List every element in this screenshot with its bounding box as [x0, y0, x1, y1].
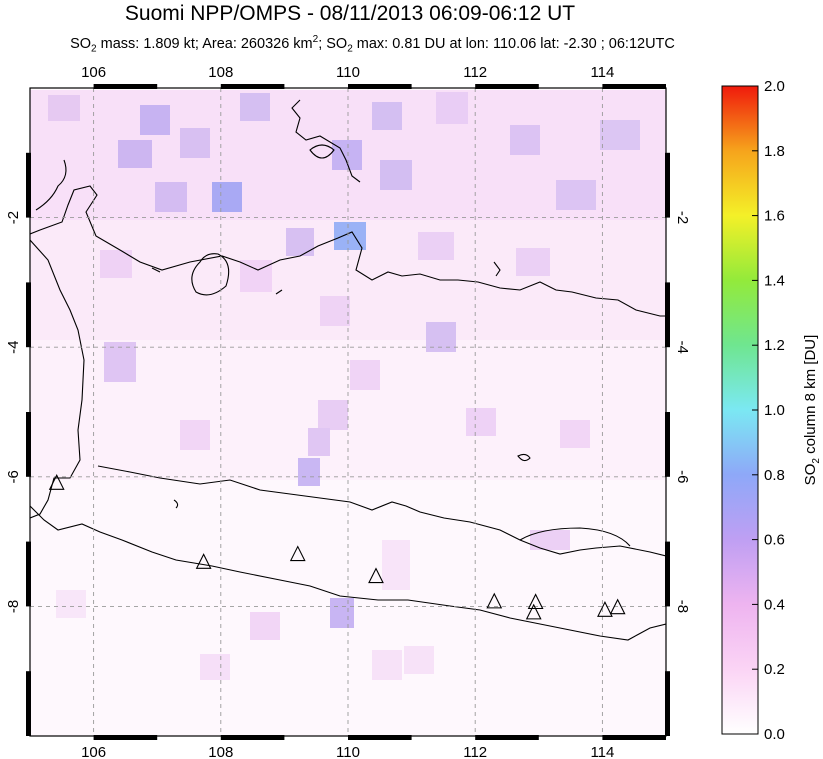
- colorbar-tick-label: 1.4: [764, 272, 785, 289]
- lon-tick-label-top: 112: [463, 64, 487, 81]
- map-title: Suomi NPP/OMPS - 08/11/2013 06:09-06:12 …: [124, 2, 576, 25]
- frame-segment: [665, 541, 670, 607]
- axis-label-layer: 106 106 108 108 110 110 112 112 114 114 -2 -2 -4 -4 -6…: [5, 64, 691, 759]
- frame-segment: [475, 735, 539, 740]
- lon-tick-label-bottom: 108: [208, 744, 233, 759]
- coastline-layer: [30, 99, 666, 641]
- frame-segment: [665, 671, 670, 736]
- lat-tick-label-right: -8: [674, 600, 691, 613]
- frame-segment: [475, 84, 539, 89]
- lon-tick-label-top: 108: [208, 64, 233, 81]
- colorbar-tick-label: 1.8: [764, 143, 785, 160]
- volcano-marker: [195, 553, 212, 569]
- colorbar-tick-label: 1.6: [764, 208, 785, 225]
- colorbar-tick-label: 2.0: [764, 78, 785, 95]
- frame-segment: [26, 541, 31, 607]
- colorbar: 0.0 0.2 0.4 0.6 0.8 1.0 1.2 1.4 1.6 1.8 2.0 SO2 co…: [721, 78, 822, 743]
- colorbar-tick-label: 0.0: [764, 726, 785, 743]
- lon-tick-label-bottom: 112: [463, 744, 487, 759]
- colorbar-tick-label: 0.6: [764, 532, 785, 549]
- lat-tick-label-right: -4: [674, 341, 691, 354]
- lat-tick-label-right: -2: [674, 211, 691, 224]
- frame-segment: [602, 735, 666, 740]
- frame-segment: [26, 282, 31, 348]
- volcano-marker: [48, 474, 65, 490]
- volcano-marker: [289, 545, 306, 562]
- lat-tick-label-left: -2: [5, 211, 22, 224]
- frame-segment: [93, 735, 158, 740]
- map-frame-ticks: [26, 84, 670, 740]
- lat-tick-label-left: -6: [5, 470, 22, 483]
- lon-tick-label-top: 114: [590, 64, 614, 81]
- frame-segment: [348, 84, 412, 89]
- frame-segment: [220, 735, 285, 740]
- frame-segment: [348, 735, 412, 740]
- frame-segment: [93, 84, 158, 89]
- frame-segment: [665, 152, 670, 218]
- frame-segment: [602, 84, 666, 89]
- colorbar-tick-label: 0.4: [764, 596, 785, 613]
- lon-tick-label-top: 106: [81, 64, 106, 81]
- volcano-marker-layer: [48, 474, 626, 620]
- volcano-marker: [486, 592, 503, 609]
- frame-segment: [665, 282, 670, 348]
- colorbar-tick-label: 1.2: [764, 337, 785, 354]
- lat-tick-label-left: -8: [5, 600, 22, 613]
- lon-tick-label-top: 110: [336, 64, 360, 81]
- volcano-marker: [597, 601, 613, 617]
- map-subtitle: SO2 mass: 1.809 kt; Area: 260326 km2; SO…: [70, 34, 675, 55]
- volcano-marker: [525, 603, 542, 620]
- frame-segment: [220, 84, 285, 89]
- colorbar-tick-label: 0.2: [764, 661, 785, 678]
- frame-segment: [665, 412, 670, 477]
- lat-tick-label-left: -4: [5, 341, 22, 354]
- graticule: [30, 88, 666, 736]
- lon-tick-label-bottom: 110: [336, 744, 360, 759]
- volcano-marker: [609, 598, 626, 615]
- frame-segment: [26, 152, 31, 218]
- frame-segment: [26, 671, 31, 736]
- colorbar-tick-label: 1.0: [764, 402, 785, 419]
- lon-tick-label-bottom: 106: [81, 744, 106, 759]
- lat-tick-label-right: -6: [674, 470, 691, 483]
- colorbar-label: SO2 column 8 km [DU]: [802, 335, 822, 486]
- colorbar-tick-label: 0.8: [764, 467, 785, 484]
- volcano-marker: [368, 567, 384, 584]
- frame-segment: [26, 412, 31, 477]
- lon-tick-label-bottom: 114: [590, 744, 614, 759]
